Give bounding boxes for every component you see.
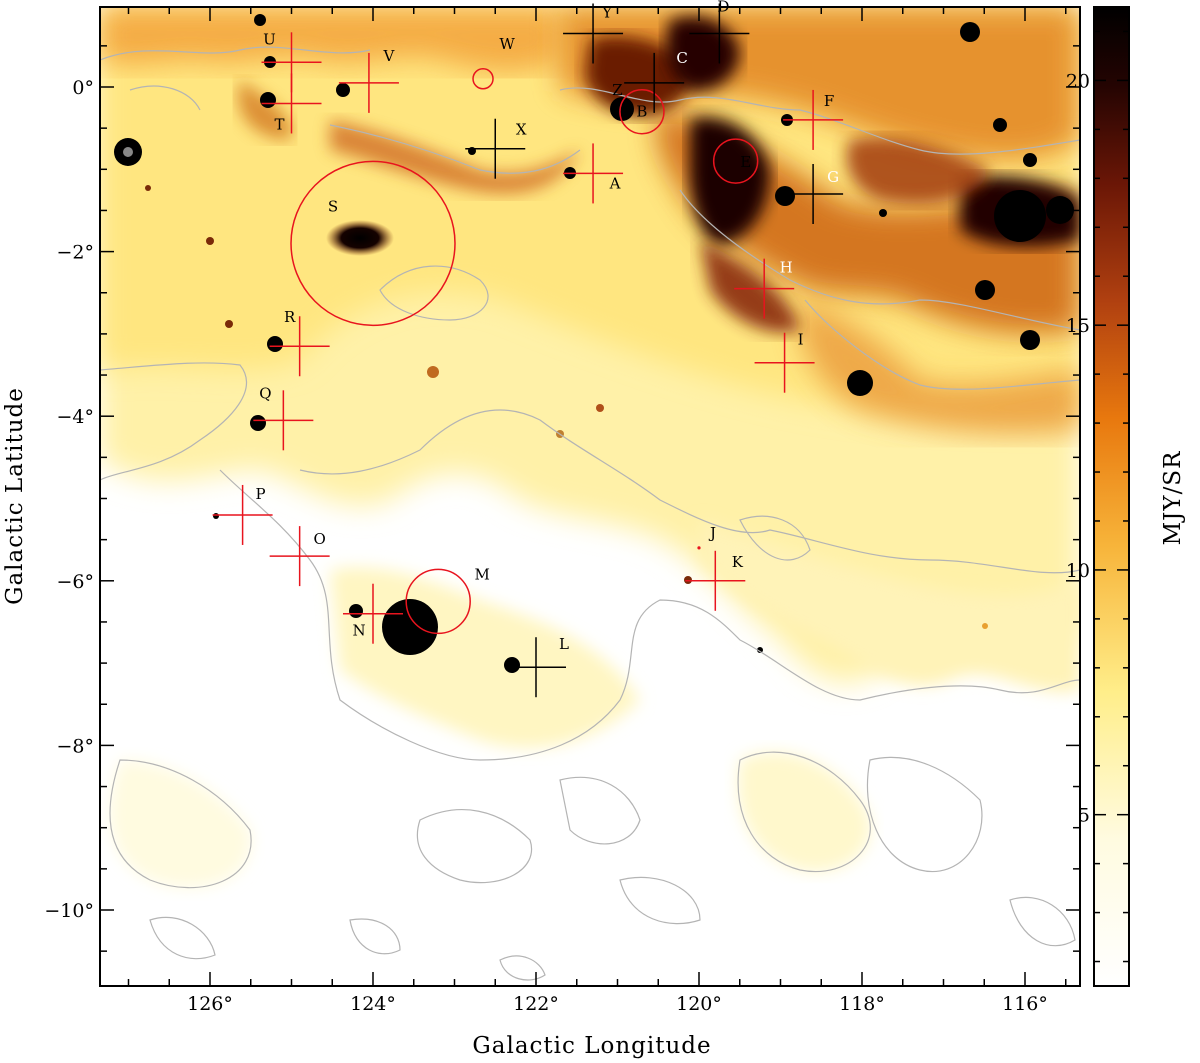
x-axis-title: Galactic Longitude xyxy=(472,1033,711,1059)
source-label-w: W xyxy=(499,35,515,53)
source-marker-e xyxy=(712,138,759,184)
x-tick-labels: 126° 124° 122° 120° 118° 116° xyxy=(187,993,1048,1015)
colorbar: 20 15 10 5 xyxy=(1066,6,1130,987)
source-label-q: Q xyxy=(259,384,271,402)
x-tick-label: 120° xyxy=(676,993,722,1015)
y-axis-title: Galactic Latitude xyxy=(2,387,28,605)
y-tick-label: −10° xyxy=(44,900,94,922)
source-label-b: B xyxy=(636,103,647,121)
source-label-c: C xyxy=(676,49,687,67)
y-tick-label: −2° xyxy=(56,242,94,264)
colorbar-tick-label: 20 xyxy=(1066,70,1090,92)
source-marker-j xyxy=(697,546,701,550)
x-tick-label: 118° xyxy=(839,993,885,1015)
source-marker-s xyxy=(290,160,456,327)
x-tick-label: 126° xyxy=(187,993,233,1015)
source-label-t: T xyxy=(274,115,284,133)
source-label-z: Z xyxy=(612,81,622,99)
y-tick-labels: 0° −2° −4° −6° −8° −10° xyxy=(44,77,94,922)
source-label-g: G xyxy=(827,168,839,186)
source-label-v: V xyxy=(383,47,396,65)
y-tick-label: −4° xyxy=(56,406,94,428)
colorbar-title: MJY/SR xyxy=(1160,451,1186,546)
source-label-l: L xyxy=(559,635,569,653)
source-label-u: U xyxy=(263,30,276,48)
x-tick-label: 122° xyxy=(513,993,559,1015)
source-label-h: H xyxy=(780,259,793,277)
source-label-p: P xyxy=(256,485,266,503)
colorbar-tick-label: 15 xyxy=(1066,315,1090,337)
y-tick-label: 0° xyxy=(72,77,94,99)
intensity-contours xyxy=(100,46,1080,981)
source-label-x: X xyxy=(516,121,527,139)
y-tick-label: −8° xyxy=(56,735,94,757)
source-label-n: N xyxy=(352,622,365,640)
source-label-f: F xyxy=(824,92,834,110)
source-marker-b xyxy=(619,88,665,135)
source-label-m: M xyxy=(475,565,490,583)
source-label-e: E xyxy=(740,153,751,171)
source-marker-w xyxy=(472,68,494,90)
plot-frame xyxy=(99,6,1081,987)
source-label-i: I xyxy=(798,331,804,349)
source-label-a: A xyxy=(609,174,621,192)
colorbar-tick-label: 5 xyxy=(1078,805,1090,827)
colorbar-gradient xyxy=(1093,6,1130,987)
source-marker-m xyxy=(405,568,471,635)
colorbar-tick-labels: 20 15 10 5 xyxy=(1066,70,1090,826)
source-label-s: S xyxy=(328,197,338,215)
y-tick-label: −6° xyxy=(56,571,94,593)
source-label-k: K xyxy=(732,553,744,571)
source-label-r: R xyxy=(284,308,296,326)
frame-ticks xyxy=(100,7,1080,986)
x-tick-label: 124° xyxy=(350,993,396,1015)
colorbar-ticks xyxy=(1094,30,1129,963)
intensity-map xyxy=(100,7,1080,986)
source-label-o: O xyxy=(313,530,325,548)
source-label-y: Y xyxy=(601,4,613,22)
colorbar-tick-label: 10 xyxy=(1066,560,1090,582)
source-label-j: J xyxy=(708,524,716,542)
x-tick-label: 116° xyxy=(1002,993,1048,1015)
source-markers xyxy=(212,3,844,698)
